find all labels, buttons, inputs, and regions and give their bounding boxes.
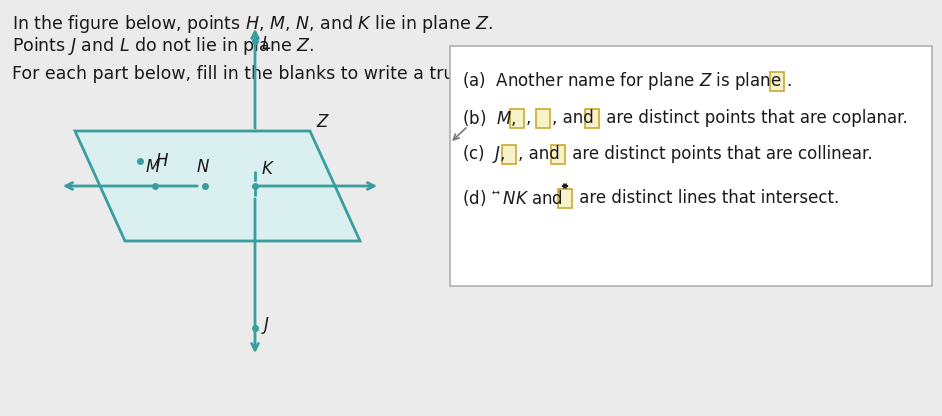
FancyBboxPatch shape <box>551 144 565 163</box>
Text: (a)  Another name for plane $Z$ is plane: (a) Another name for plane $Z$ is plane <box>462 70 783 92</box>
FancyBboxPatch shape <box>585 109 599 127</box>
FancyBboxPatch shape <box>510 109 524 127</box>
Text: (b)  $M$,: (b) $M$, <box>462 108 516 128</box>
FancyBboxPatch shape <box>450 46 932 286</box>
Text: (d)  $\overleftrightarrow{NK}$ and: (d) $\overleftrightarrow{NK}$ and <box>462 188 564 208</box>
Text: ,: , <box>526 109 531 127</box>
Text: , and: , and <box>552 109 593 127</box>
Text: $\mathit{N}$: $\mathit{N}$ <box>196 158 210 176</box>
Text: In the figure below, points $H$, $M$, $N$, and $K$ lie in plane $Z$.: In the figure below, points $H$, $M$, $N… <box>12 13 494 35</box>
Text: .: . <box>786 72 791 90</box>
Polygon shape <box>75 131 360 241</box>
Text: $\mathit{L}$: $\mathit{L}$ <box>261 35 271 53</box>
FancyBboxPatch shape <box>558 188 572 208</box>
Text: are distinct points that are coplanar.: are distinct points that are coplanar. <box>601 109 908 127</box>
Text: are distinct lines that intersect.: are distinct lines that intersect. <box>574 189 839 207</box>
Text: For each part below, fill in the blanks to write a true statement.: For each part below, fill in the blanks … <box>12 65 566 83</box>
Text: $\mathit{Z}$: $\mathit{Z}$ <box>316 113 330 131</box>
Text: (c)  $J$,: (c) $J$, <box>462 143 505 165</box>
Text: $\mathit{H}$: $\mathit{H}$ <box>155 152 169 170</box>
FancyBboxPatch shape <box>502 144 516 163</box>
FancyBboxPatch shape <box>770 72 784 91</box>
Text: Points $J$ and $L$ do not lie in plane $Z$.: Points $J$ and $L$ do not lie in plane $… <box>12 35 314 57</box>
Text: are distinct points that are collinear.: are distinct points that are collinear. <box>567 145 872 163</box>
Text: $\mathit{M}$: $\mathit{M}$ <box>145 158 161 176</box>
Text: $\mathit{K}$: $\mathit{K}$ <box>261 160 275 178</box>
FancyBboxPatch shape <box>536 109 550 127</box>
Text: , and: , and <box>518 145 560 163</box>
Text: $\mathit{J}$: $\mathit{J}$ <box>261 315 270 337</box>
